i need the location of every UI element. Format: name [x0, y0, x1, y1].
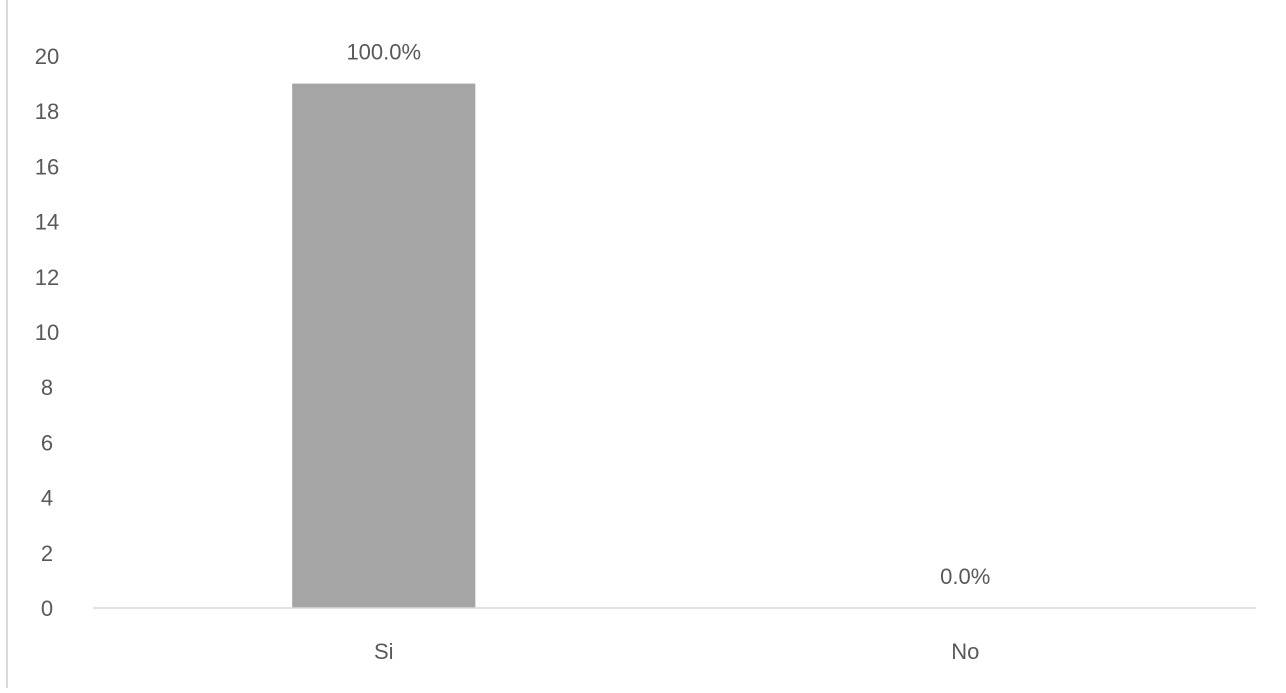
- x-tick-label-no: No: [951, 639, 979, 664]
- x-tick-label-si: Si: [374, 639, 394, 664]
- y-tick-label: 14: [35, 210, 59, 235]
- y-tick-label: 16: [35, 154, 59, 179]
- y-tick-label: 6: [41, 430, 53, 455]
- data-labels: 100.0% 0.0%: [346, 40, 990, 589]
- data-label-si: 100.0%: [346, 40, 421, 65]
- x-axis-tick-labels: Si No: [374, 639, 979, 664]
- y-tick-label: 4: [41, 486, 53, 511]
- y-tick-label: 8: [41, 375, 53, 400]
- bars: [292, 83, 476, 609]
- y-tick-label: 0: [41, 596, 53, 621]
- bar-si: [292, 83, 476, 609]
- y-tick-label: 12: [35, 265, 59, 290]
- y-tick-label: 18: [35, 99, 59, 124]
- y-tick-label: 10: [35, 320, 59, 345]
- y-tick-label: 2: [41, 541, 53, 566]
- y-axis-tick-labels: 0 2 4 6 8 10 12 14 16 18 20: [35, 44, 59, 621]
- y-tick-label: 20: [35, 44, 59, 69]
- data-label-no: 0.0%: [940, 564, 990, 589]
